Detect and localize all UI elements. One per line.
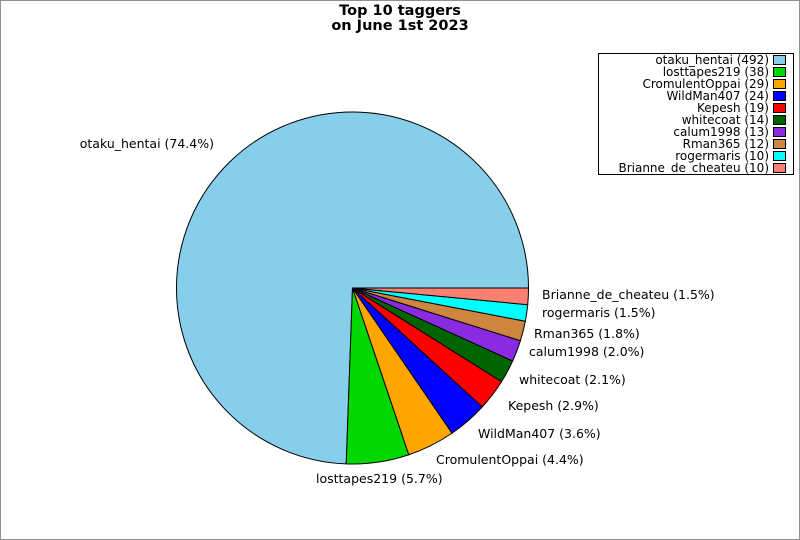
legend-item-label: calum1998 (13)	[673, 125, 769, 139]
legend-item-Brianne_de_cheateu: Brianne_de_cheateu (10)	[599, 162, 793, 174]
legend-color-swatch	[773, 67, 786, 77]
legend-color-swatch	[773, 55, 786, 65]
legend-color-swatch	[773, 139, 786, 149]
legend-item-label: Rman365 (12)	[682, 137, 769, 151]
slice-label-whitecoat: whitecoat (2.1%)	[519, 372, 626, 387]
chart-subtitle: on June 1st 2023	[331, 18, 469, 34]
legend: otaku_hentai (492) losttapes219 (38) Cromu…	[598, 53, 794, 175]
legend-item-label: CromulentOppai (29)	[642, 77, 769, 91]
pie-slice-Brianne_de_cheateu	[352, 287, 530, 306]
legend-item-label: rogermaris (10)	[675, 149, 769, 163]
legend-color-swatch	[773, 91, 786, 101]
legend-color-swatch	[773, 115, 786, 125]
chart-title: Top 10 taggers	[339, 3, 461, 19]
slice-label-rogermaris: rogermaris (1.5%)	[542, 305, 656, 320]
slice-label-Brianne_de_cheateu: Brianne_de_cheateu (1.5%)	[542, 287, 715, 302]
slice-label-Kepesh: Kepesh (2.9%)	[508, 398, 599, 413]
legend-item-losttapes219: losttapes219 (38)	[599, 66, 793, 78]
legend-item-label: otaku_hentai (492)	[655, 53, 769, 67]
legend-item-otaku_hentai: otaku_hentai (492)	[599, 54, 793, 66]
legend-color-swatch	[773, 163, 786, 173]
legend-item-CromulentOppai: CromulentOppai (29)	[599, 78, 793, 90]
legend-item-whitecoat: whitecoat (14)	[599, 114, 793, 126]
slice-label-Rman365: Rman365 (1.8%)	[534, 326, 640, 341]
legend-item-label: Brianne_de_cheateu (10)	[618, 161, 769, 175]
legend-color-swatch	[773, 103, 786, 113]
legend-item-calum1998: calum1998 (13)	[599, 126, 793, 138]
slice-label-calum1998: calum1998 (2.0%)	[529, 344, 645, 359]
legend-color-swatch	[773, 127, 786, 137]
legend-item-label: WildMan407 (24)	[666, 89, 769, 103]
chart-title-block: Top 10 taggers on June 1st 2023	[1, 4, 799, 34]
legend-item-label: losttapes219 (38)	[662, 65, 769, 79]
slice-label-WildMan407: WildMan407 (3.6%)	[478, 426, 601, 441]
legend-item-label: whitecoat (14)	[681, 113, 769, 127]
legend-color-swatch	[773, 151, 786, 161]
legend-item-WildMan407: WildMan407 (24)	[599, 90, 793, 102]
legend-item-Rman365: Rman365 (12)	[599, 138, 793, 150]
slice-label-CromulentOppai: CromulentOppai (4.4%)	[436, 452, 584, 467]
slice-label-otaku_hentai: otaku_hentai (74.4%)	[79, 136, 214, 151]
legend-item-label: Kepesh (19)	[697, 101, 769, 115]
legend-item-Kepesh: Kepesh (19)	[599, 102, 793, 114]
legend-color-swatch	[773, 79, 786, 89]
slice-label-losttapes219: losttapes219 (5.7%)	[316, 471, 443, 486]
legend-item-rogermaris: rogermaris (10)	[599, 150, 793, 162]
